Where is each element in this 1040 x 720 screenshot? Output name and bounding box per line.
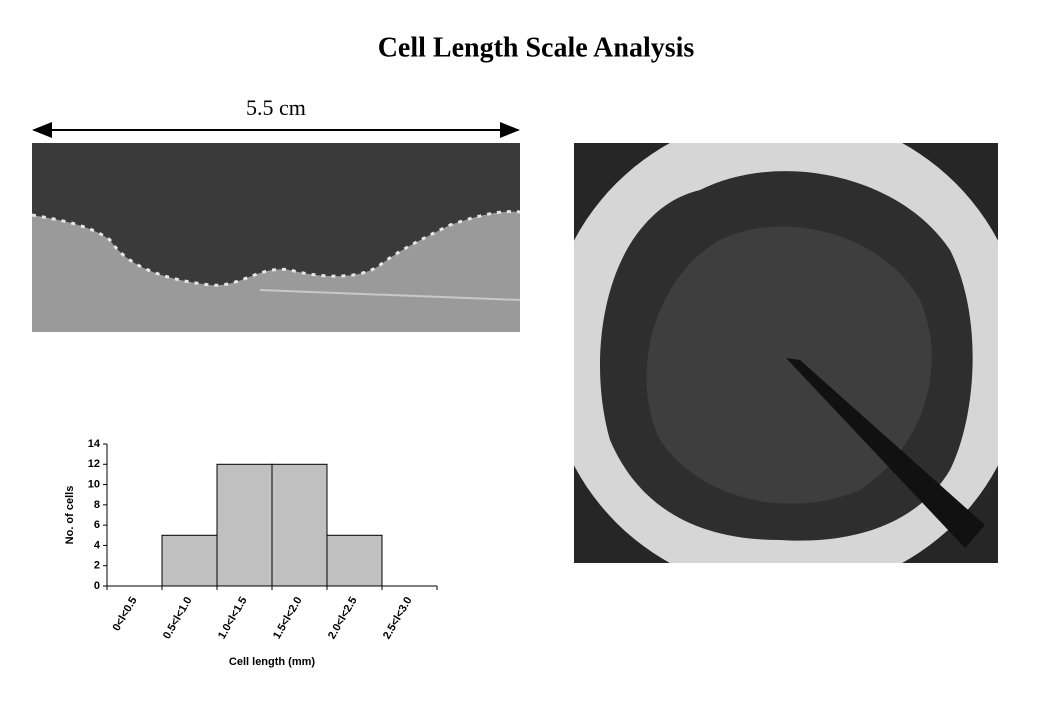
x-tick-label: 1.0<l<1.5 [216, 595, 250, 641]
scale-label: 5.5 cm [246, 95, 306, 120]
slide-title: Cell Length Scale Analysis [378, 32, 695, 63]
y-tick-label: 6 [94, 519, 100, 531]
x-axis-label: Cell length (mm) [229, 656, 316, 668]
y-tick-label: 8 [94, 499, 100, 511]
y-tick-label: 10 [88, 478, 100, 490]
bar [161, 534, 218, 587]
y-axis-label: No. of cells [64, 486, 76, 545]
y-tick-label: 4 [94, 539, 101, 551]
x-tick-label: 0.5<l<1.0 [161, 595, 195, 641]
y-tick-label: 14 [88, 438, 101, 450]
left-photo [31, 143, 521, 332]
bar [326, 534, 383, 587]
x-tick-label: 2.5<l<3.0 [381, 595, 415, 641]
right-photo [574, 143, 998, 563]
y-tick-label: 2 [94, 560, 100, 572]
x-tick-label: 2.0<l<2.5 [326, 595, 360, 641]
bar [271, 463, 328, 587]
bar [216, 463, 273, 587]
x-tick-label: 1.5<l<2.0 [271, 595, 305, 641]
y-tick-label: 12 [88, 458, 100, 470]
y-tick-label: 0 [94, 580, 100, 592]
x-tick-label: 0<l<0.5 [111, 595, 140, 633]
